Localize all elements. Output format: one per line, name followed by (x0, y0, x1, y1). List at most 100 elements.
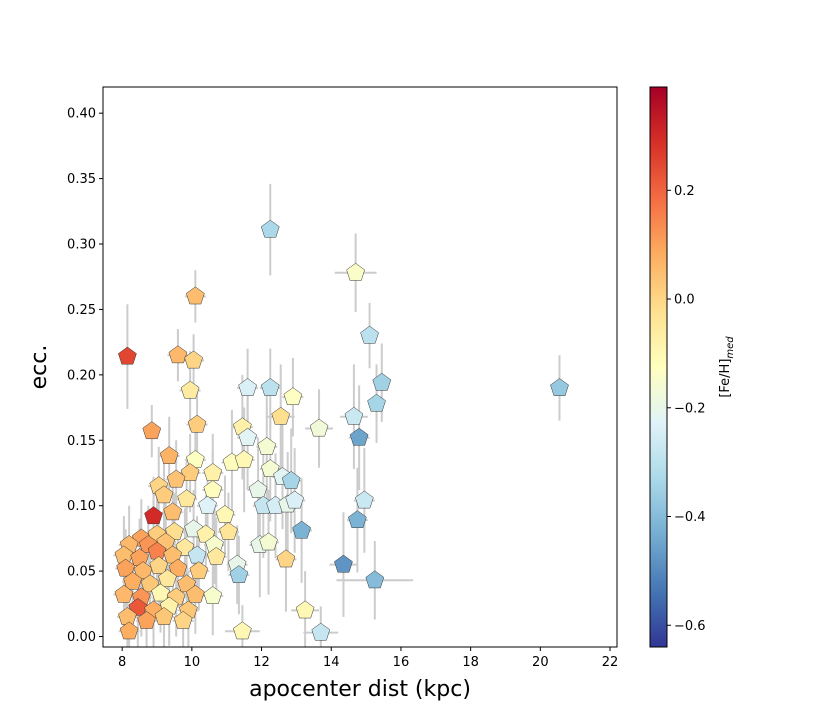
x-axis-label: apocenter dist (kpc) (249, 677, 471, 702)
x-tick-label: 12 (253, 655, 270, 670)
data-point (219, 522, 238, 540)
y-tick-label: 0.25 (67, 303, 96, 318)
y-tick-label: 0.40 (67, 107, 96, 122)
data-point (309, 418, 329, 437)
data-point (229, 565, 249, 583)
y-tick-label: 0.30 (67, 238, 96, 253)
y-tick-label: 0.00 (67, 630, 96, 645)
data-point (186, 286, 205, 305)
x-tick-label: 18 (462, 655, 479, 670)
data-point (189, 561, 209, 580)
data-point (233, 621, 252, 640)
colorbar-tick-label: −0.6 (674, 619, 706, 634)
x-axis: 8 10 12 14 16 18 20 22 (118, 647, 618, 670)
data-point (206, 546, 226, 565)
y-axis-label: ecc. (27, 345, 52, 390)
data-point (281, 471, 301, 489)
data-point (177, 489, 196, 508)
data-point (238, 427, 257, 446)
data-point (203, 586, 223, 604)
data-point (248, 480, 268, 498)
x-tick-label: 22 (602, 655, 619, 670)
data-point (123, 571, 142, 590)
data-point (142, 421, 162, 440)
colorbar-label-subscript: med (725, 336, 736, 359)
data-point (311, 622, 331, 641)
data-point (158, 569, 177, 587)
data-point (260, 219, 280, 238)
colorbar-label-main: [Fe/H] (718, 359, 733, 398)
data-point (159, 446, 179, 464)
data-point (360, 325, 379, 344)
data-point (355, 490, 374, 509)
data-markers (114, 219, 569, 641)
plot-frame (102, 86, 618, 648)
data-point (187, 414, 207, 433)
data-point (349, 427, 369, 446)
colorbar-label: [Fe/H]med (718, 336, 736, 398)
data-point (116, 558, 135, 577)
data-point (149, 556, 169, 574)
data-point (133, 561, 153, 580)
y-tick-label: 0.10 (67, 499, 96, 514)
data-point (285, 490, 304, 509)
colorbar-tick-label: −0.2 (674, 401, 706, 416)
data-point (215, 505, 235, 523)
data-point (180, 380, 200, 399)
data-point (365, 570, 385, 589)
y-axis: 0.00 0.05 0.10 0.15 0.20 0.25 0.30 0.35 0.40 (67, 107, 103, 645)
x-tick-label: 20 (532, 655, 549, 670)
x-tick-label: 14 (323, 655, 340, 670)
data-point (180, 463, 200, 481)
data-point (168, 345, 188, 364)
data-point (348, 510, 367, 529)
data-point (168, 558, 188, 577)
data-point (260, 459, 280, 477)
colorbar-tick-label: 0.2 (674, 184, 695, 199)
data-point (276, 549, 296, 568)
y-tick-label: 0.35 (67, 172, 96, 187)
data-point (154, 607, 174, 625)
data-point (175, 537, 195, 556)
data-point (292, 520, 311, 539)
data-point (372, 372, 392, 391)
data-point (118, 346, 137, 365)
y-tick-label: 0.20 (67, 368, 96, 383)
data-point (163, 502, 183, 521)
data-point (140, 574, 160, 593)
data-point (151, 583, 170, 602)
y-tick-label: 0.05 (67, 565, 96, 580)
data-point (198, 495, 217, 514)
colorbar-axis: −0.6 −0.4 −0.2 0.0 0.2 (667, 184, 706, 634)
data-point (166, 469, 186, 488)
x-tick-label: 16 (393, 655, 410, 670)
data-point (114, 584, 134, 603)
colorbar-tick-label: −0.4 (674, 510, 706, 525)
data-point (334, 554, 353, 573)
colorbar-tick-label: 0.0 (674, 293, 695, 308)
data-point (144, 506, 163, 525)
data-point (283, 387, 303, 406)
data-point (344, 406, 364, 425)
data-point (137, 611, 156, 629)
data-point (367, 393, 386, 412)
data-point (128, 597, 148, 616)
data-point (184, 350, 203, 369)
data-point (260, 378, 280, 396)
data-point (238, 378, 257, 396)
data-point (259, 532, 278, 551)
data-point (203, 463, 223, 481)
data-point (173, 611, 193, 629)
data-point (295, 600, 315, 619)
y-tick-label: 0.15 (67, 434, 96, 449)
data-point (346, 262, 365, 281)
x-tick-label: 8 (118, 655, 126, 670)
data-point (154, 485, 174, 504)
data-point (550, 378, 569, 396)
x-tick-label: 10 (184, 655, 201, 670)
colorbar (649, 86, 668, 648)
data-point (186, 584, 205, 603)
data-point (203, 480, 223, 498)
data-point (271, 406, 291, 425)
